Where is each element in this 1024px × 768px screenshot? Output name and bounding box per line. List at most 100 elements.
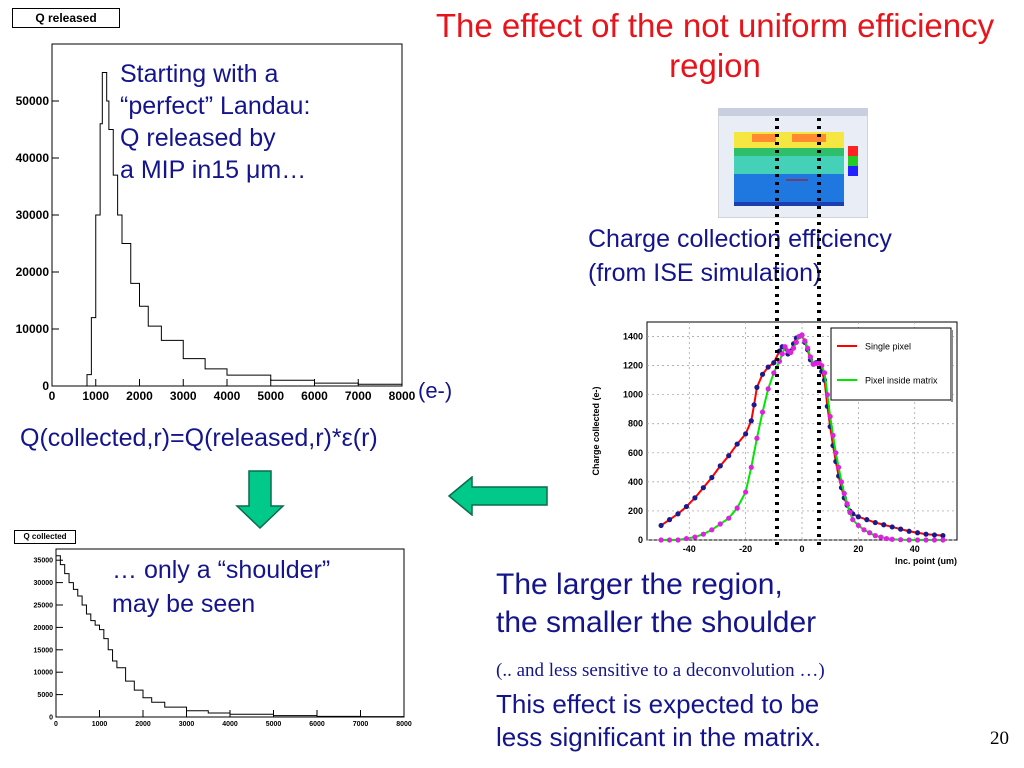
hist-released-y-tick-label: 20000 bbox=[16, 265, 50, 279]
dotted-guides bbox=[775, 118, 821, 546]
matrix-pixel-point bbox=[759, 409, 766, 415]
hist-released-x-tick-label: 2000 bbox=[126, 389, 153, 403]
down-arrow-icon bbox=[235, 470, 285, 530]
single-pixel-point bbox=[906, 528, 912, 534]
matrix-pixel-point bbox=[830, 432, 836, 438]
landau-note: Starting with a “perfect” Landau: Q rele… bbox=[120, 60, 311, 184]
single-pixel-point bbox=[734, 441, 740, 447]
matrix-pixel-point bbox=[906, 537, 912, 543]
hist-released-y-tick-label: 40000 bbox=[16, 151, 50, 165]
cce-label: Charge collection efficiency (from ISE s… bbox=[588, 225, 892, 287]
hist-released-x-tick-label: 5000 bbox=[257, 389, 284, 403]
hist-released-x-tick-label: 6000 bbox=[301, 389, 328, 403]
cce-y-label: Charge collected (e-) bbox=[591, 386, 601, 475]
hist-collected-x-tick-label: 3000 bbox=[179, 721, 195, 728]
matrix-pixel-point bbox=[666, 537, 673, 543]
matrix-pixel-point bbox=[836, 464, 842, 470]
conclusion: The larger the region, the smaller the s… bbox=[496, 568, 817, 639]
cce-y-tick-label: 200 bbox=[628, 506, 643, 516]
single-pixel-point bbox=[940, 533, 946, 539]
matrix-pixel-point bbox=[788, 349, 794, 356]
hist-collected-y-tick-label: 10000 bbox=[34, 670, 54, 677]
single-pixel-point bbox=[914, 530, 921, 536]
single-pixel-point bbox=[898, 526, 904, 532]
cce-y-tick-label: 800 bbox=[628, 419, 643, 429]
single-pixel-point bbox=[709, 474, 715, 481]
single-pixel-point bbox=[700, 485, 706, 491]
single-pixel-point bbox=[717, 463, 723, 469]
matrix-note: This effect is expected to be less signi… bbox=[496, 689, 822, 752]
cce-legend-box bbox=[830, 327, 952, 401]
cce-x-tick-label: 40 bbox=[910, 544, 920, 554]
matrix-pixel-point bbox=[931, 537, 938, 543]
hist-released-x-tick-label: 0 bbox=[49, 389, 56, 403]
single-pixel-point bbox=[881, 522, 887, 528]
single-pixel-point bbox=[923, 531, 929, 537]
cce-y-tick-label: 600 bbox=[628, 448, 643, 458]
hist-released-x-tick-label: 7000 bbox=[345, 389, 372, 403]
single-pixel-legend-label: Single pixel bbox=[865, 342, 911, 352]
hist-collected-y-tick-label: 25000 bbox=[34, 602, 54, 609]
single-pixel-point bbox=[759, 371, 766, 377]
hist-released-x-tick-label: 3000 bbox=[170, 389, 197, 403]
hist-collected-y-tick-label: 20000 bbox=[34, 625, 54, 632]
hist-collected-x-tick-label: 0 bbox=[54, 721, 58, 728]
cce-x-tick-label: 20 bbox=[853, 544, 863, 554]
matrix-pixel-point bbox=[743, 489, 749, 495]
matrix-pixel-point bbox=[940, 537, 946, 543]
matrix-pixel-point bbox=[855, 522, 861, 529]
cce-x-label: Inc. point (um) bbox=[895, 556, 957, 566]
matrix-pixel-point bbox=[765, 386, 771, 392]
single-pixel-point bbox=[726, 453, 732, 459]
hist-collected-y-tick-label: 30000 bbox=[34, 580, 54, 587]
cce-chart: -40 -20 0 20 400200400600800100012001400Inc.… bbox=[591, 321, 958, 566]
hist-collected: 0 1000 2000 3000 4000 5000 6000 7000 8000 0 5000 10… bbox=[34, 548, 412, 728]
matrix-pixel-point bbox=[914, 537, 921, 543]
hist-collected-y-tick-label: 35000 bbox=[34, 558, 54, 565]
matrix-pixel-point bbox=[833, 450, 839, 456]
formula: Q(collected,r)=Q(released,r)*ε(r) bbox=[20, 424, 378, 452]
cce-y-tick-label: 0 bbox=[638, 535, 643, 545]
hist-released-x-tick-label: 1000 bbox=[82, 389, 109, 403]
hist-collected-y-tick-label: 0 bbox=[49, 714, 53, 721]
matrix-pixel-point bbox=[790, 345, 797, 351]
matrix-pixel-point bbox=[861, 527, 867, 533]
matrix-pixel-point bbox=[754, 435, 760, 441]
hist-collected-y-tick-label: 15000 bbox=[34, 647, 54, 654]
matrix-pixel-point bbox=[793, 339, 799, 345]
hist-released-y-tick-label: 10000 bbox=[16, 322, 50, 336]
single-pixel-point bbox=[751, 402, 757, 408]
hist-released-y-tick-label: 50000 bbox=[16, 94, 50, 108]
shoulder-note: … only a “shoulder” may be seen bbox=[112, 556, 331, 618]
matrix-pixel-point bbox=[838, 479, 845, 485]
matrix-pixel-point bbox=[872, 533, 878, 539]
ise-simulation-image bbox=[718, 108, 868, 218]
deconvolution-note: (.. and less sensitive to a deconvolutio… bbox=[496, 660, 825, 681]
matrix-pixel-point bbox=[844, 501, 850, 507]
matrix-pixel-point bbox=[923, 537, 929, 543]
single-pixel-point bbox=[931, 532, 938, 538]
matrix-pixel-point bbox=[802, 338, 808, 344]
slide-title: The effect of the not uniform efficiency… bbox=[435, 7, 995, 84]
matrix-pixel-point bbox=[675, 537, 681, 543]
single-pixel-point bbox=[675, 511, 681, 517]
hist-released-y-tick-label: 30000 bbox=[16, 208, 50, 222]
hist-released: 0 1000 2000 3000 4000 5000 6000 7000 8000 0 10000 2… bbox=[16, 43, 416, 403]
matrix-pixel-point bbox=[807, 354, 814, 360]
hist-released-line bbox=[80, 72, 403, 387]
left-arrow-icon bbox=[448, 476, 548, 516]
matrix-pixel-point bbox=[889, 536, 895, 542]
matrix-pixel-point bbox=[867, 530, 873, 536]
single-pixel-point bbox=[889, 524, 895, 530]
matrix-pixel-point bbox=[748, 464, 754, 470]
cce-x-tick-label: -20 bbox=[739, 544, 752, 554]
single-pixel-point bbox=[765, 364, 771, 370]
matrix-pixel-point bbox=[799, 332, 805, 338]
matrix-pixel-point bbox=[824, 392, 830, 398]
single-pixel-point bbox=[855, 514, 861, 520]
single-pixel-point bbox=[872, 519, 878, 526]
single-pixel-point bbox=[771, 360, 777, 366]
hist-collected-x-tick-label: 2000 bbox=[135, 721, 151, 728]
matrix-pixel-point bbox=[683, 535, 690, 542]
hist-collected-x-tick-label: 1000 bbox=[92, 721, 108, 728]
